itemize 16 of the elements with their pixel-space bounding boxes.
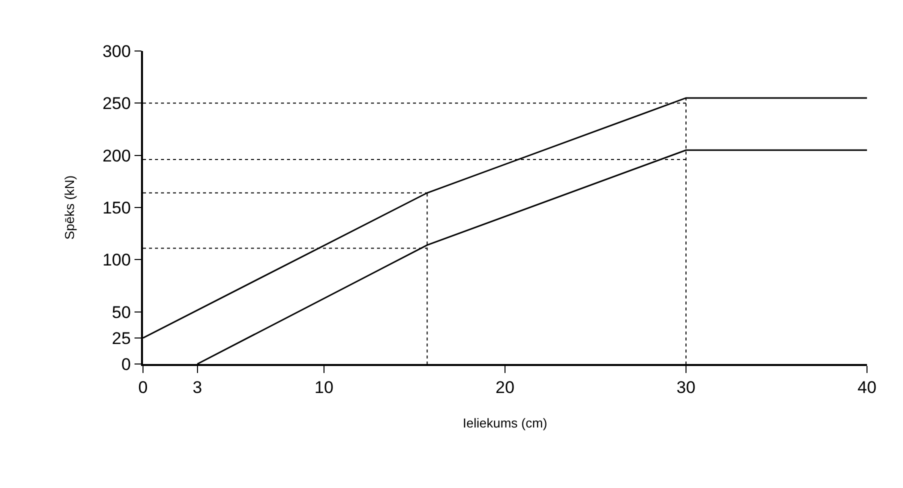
y-tick-label: 150 — [102, 198, 131, 218]
x-tick-label: 3 — [192, 378, 202, 398]
y-tick-label: 0 — [121, 354, 131, 374]
y-tick-label: 50 — [112, 302, 131, 322]
y-tick-label: 100 — [102, 250, 131, 270]
x-axis-title: Ieliekums (cm) — [462, 415, 548, 430]
x-tick-label: 0 — [138, 378, 148, 398]
y-tick-label: 250 — [102, 94, 131, 114]
x-tick-label: 20 — [496, 378, 514, 398]
y-tick-label: 25 — [112, 328, 131, 348]
y-tick-label: 200 — [102, 146, 131, 166]
y-tick-label: 300 — [102, 42, 131, 61]
x-tick-label: 10 — [314, 378, 334, 398]
x-tick-label: 30 — [676, 378, 696, 398]
x-tick-label: 40 — [858, 378, 876, 398]
y-axis-title: Spēks (kN) — [62, 175, 77, 240]
